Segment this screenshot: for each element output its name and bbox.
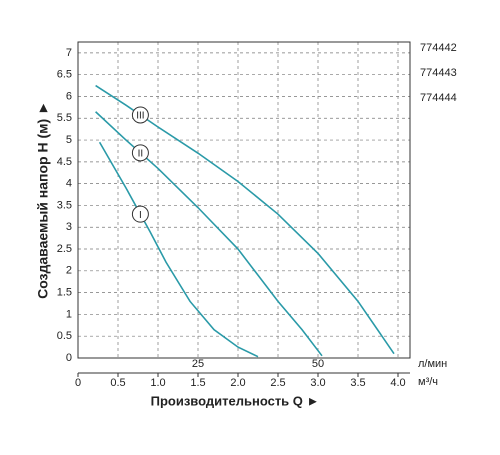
curve-label: III xyxy=(136,111,144,122)
x-tick-label: 3.0 xyxy=(310,377,325,389)
curve-badge xyxy=(131,144,149,162)
x-tick-label: 3.5 xyxy=(350,377,365,389)
x-tick-label: 1.5 xyxy=(190,377,205,389)
y-tick-label: 4.5 xyxy=(57,156,72,168)
y-tick-label: 4 xyxy=(66,178,72,190)
curve-label: I xyxy=(139,210,142,221)
x-tick-label: 2.5 xyxy=(270,377,285,389)
y-tick-label: 1.5 xyxy=(57,287,72,299)
y-tick-label: 3.5 xyxy=(57,199,72,211)
model-label: 774443 xyxy=(420,67,457,79)
y-tick-label: 2.5 xyxy=(57,243,72,255)
y-tick-label: 5.5 xyxy=(57,112,72,124)
x2-tick-label: 50 xyxy=(312,358,324,370)
y-tick-label: 6 xyxy=(66,90,72,102)
curve xyxy=(95,111,323,357)
y-tick-label: 0 xyxy=(66,352,72,364)
y-tick-label: 5 xyxy=(66,134,72,146)
y-tick-label: 0.5 xyxy=(57,330,72,342)
curve xyxy=(98,141,259,358)
x-tick-label: 2.0 xyxy=(230,377,245,389)
model-label: 774442 xyxy=(420,42,457,54)
x-axis-label: Производительность Q ► xyxy=(151,393,320,408)
y-axis-label: Создаваемый напор Н (м) ► xyxy=(35,101,51,299)
y-tick-label: 6.5 xyxy=(57,69,72,81)
model-label: 774444 xyxy=(420,92,457,104)
y-tick-label: 2 xyxy=(66,265,72,277)
x-unit: м³/ч xyxy=(418,376,438,388)
plot-frame xyxy=(77,41,411,359)
curve-badge xyxy=(131,106,149,124)
y-tick-label: 3 xyxy=(66,221,72,233)
x-tick-label: 1.0 xyxy=(150,377,165,389)
x2-unit: л/мин xyxy=(418,358,447,370)
curve-badge xyxy=(131,205,149,223)
x-tick-label: 0.5 xyxy=(110,377,125,389)
x2-tick-label: 25 xyxy=(192,358,204,370)
y-tick-label: 1 xyxy=(66,308,72,320)
x-tick-label: 4.0 xyxy=(390,377,405,389)
y-tick-label: 7 xyxy=(66,47,72,59)
curve-label: II xyxy=(138,148,144,159)
x-tick-label: 0 xyxy=(75,377,81,389)
